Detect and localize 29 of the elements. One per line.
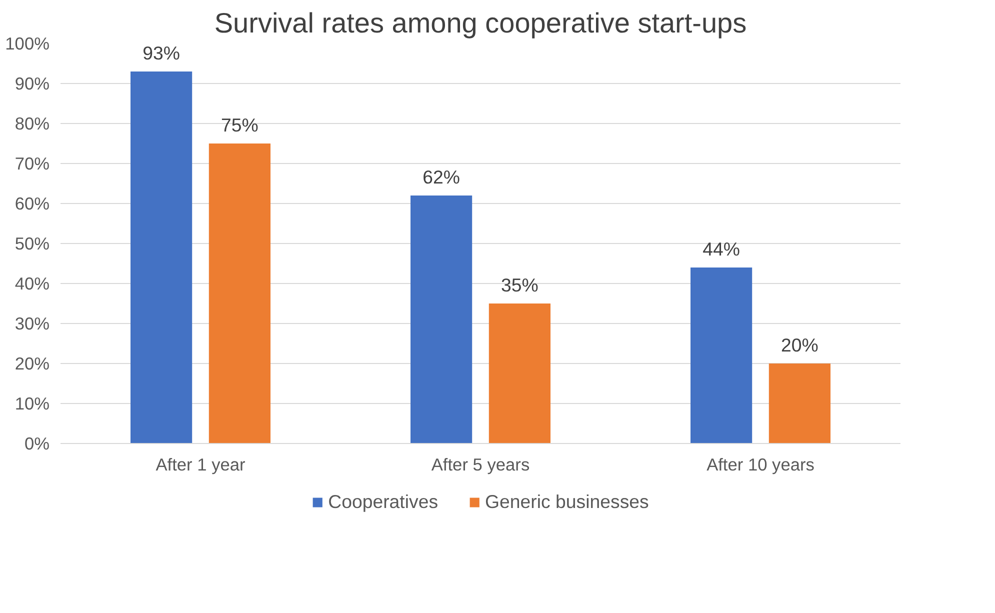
bar (488, 304, 550, 444)
y-tick-label: 100% (5, 34, 50, 54)
data-label: 93% (142, 42, 180, 64)
bar (410, 196, 472, 444)
data-label: 20% (781, 334, 818, 356)
y-tick-label: 20% (14, 354, 50, 374)
data-label: 35% (501, 274, 538, 296)
x-tick-label: After 10 years (706, 454, 815, 474)
y-tick-label: 0% (24, 434, 50, 454)
chart-title: Survival rates among cooperative start-ups (214, 8, 747, 38)
y-tick-label: 70% (14, 154, 50, 174)
y-tick-label: 50% (14, 234, 50, 254)
y-tick-label: 10% (14, 394, 50, 414)
data-label: 62% (422, 166, 460, 188)
bar (208, 144, 270, 444)
y-tick-label: 30% (14, 314, 50, 334)
y-tick-label: 40% (14, 274, 50, 294)
x-tick-label: After 5 years (431, 454, 530, 474)
bar (768, 364, 830, 444)
legend-label: Generic businesses (485, 491, 649, 513)
y-tick-label: 90% (14, 74, 50, 94)
bar (690, 268, 752, 444)
y-tick-label: 80% (14, 114, 50, 134)
bar (130, 72, 192, 444)
x-tick-label: After 1 year (156, 454, 246, 474)
data-label: 44% (702, 238, 740, 260)
y-tick-label: 60% (14, 194, 50, 214)
data-label: 75% (221, 114, 258, 136)
legend-label: Cooperatives (328, 491, 438, 513)
